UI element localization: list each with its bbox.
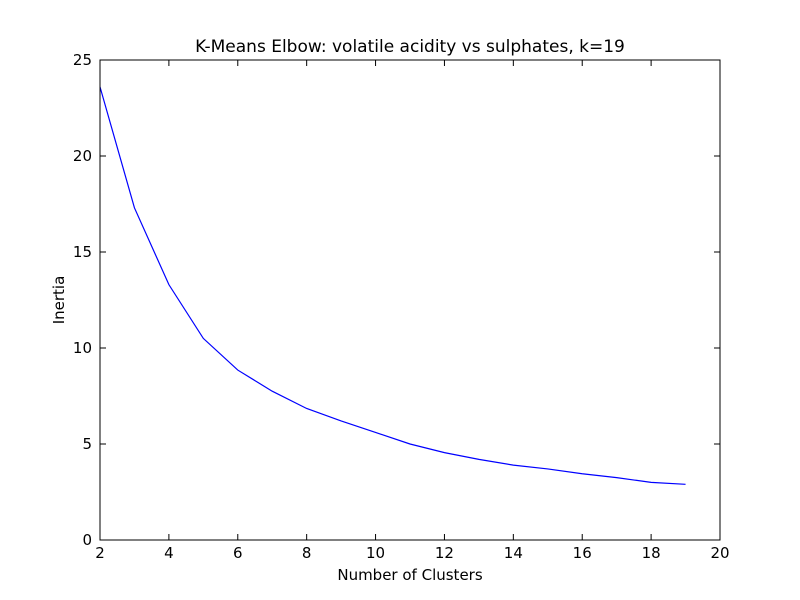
y-tick-label: 15 [73, 243, 92, 261]
y-tick-label: 5 [82, 435, 92, 453]
y-tick-label: 10 [73, 339, 92, 357]
x-tick-label: 18 [642, 544, 661, 562]
x-tick-label: 20 [710, 544, 729, 562]
axis-ticks: 2 4 6 8 10 12 14 16 18 20 0 5 10 15 20 25 [73, 51, 730, 562]
y-tick-label: 0 [82, 531, 92, 549]
y-tick-label: 25 [73, 51, 92, 69]
x-tick-label: 10 [366, 544, 385, 562]
y-axis-label: Inertia [50, 276, 68, 325]
series-layer [99, 86, 686, 485]
chart-title: K-Means Elbow: volatile acidity vs sulph… [195, 37, 625, 57]
x-tick-label: 4 [164, 544, 174, 562]
x-tick-label: 12 [435, 544, 454, 562]
x-axis-label: Number of Clusters [337, 566, 482, 584]
x-tick-label: 16 [573, 544, 592, 562]
plot-frame [99, 59, 721, 541]
x-tick-label: 14 [504, 544, 523, 562]
x-tick-label: 2 [95, 544, 105, 562]
x-tick-label: 8 [302, 544, 312, 562]
y-tick-label: 20 [73, 147, 92, 165]
inertia-line [99, 86, 686, 485]
x-tick-label: 6 [233, 544, 243, 562]
